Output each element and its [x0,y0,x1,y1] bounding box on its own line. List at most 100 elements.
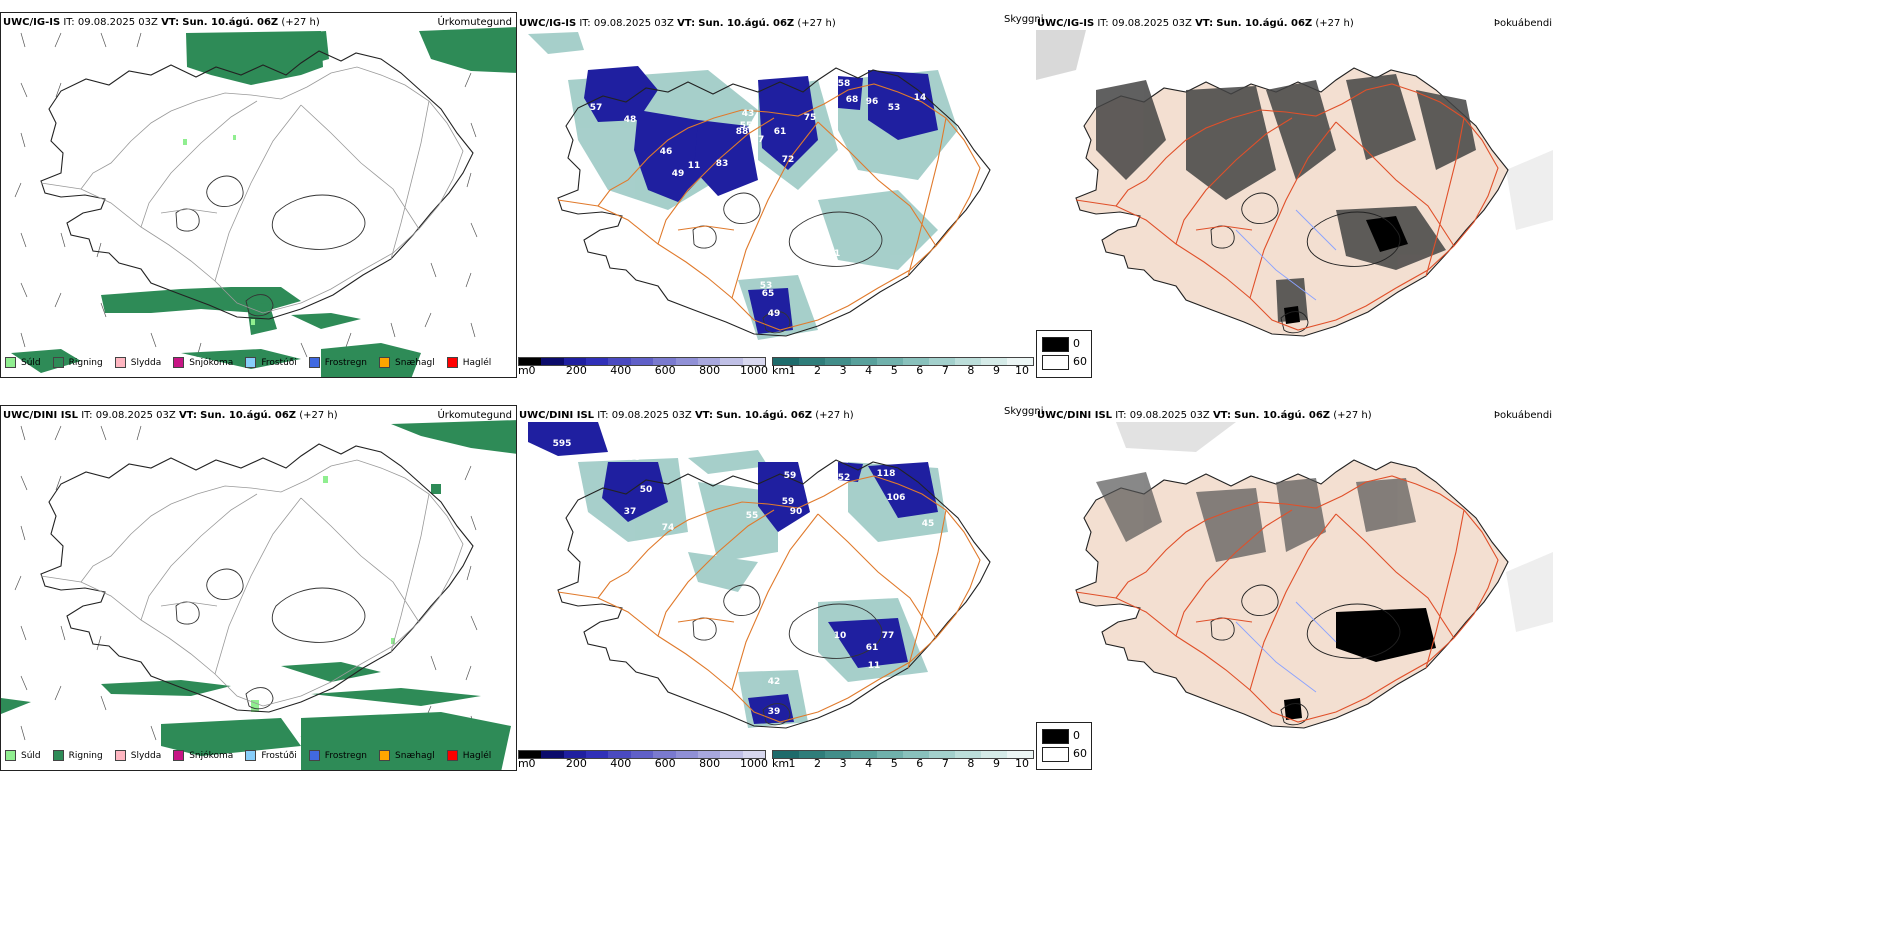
precip-legend-item: Slydda [114,750,161,761]
colorbar-tick: 600 [654,364,676,377]
colorbar-tick: 200 [565,364,587,377]
precip-map-row2 [1,420,516,770]
cloud-base-value: 48 [624,115,637,125]
legend-label: Súld [21,750,41,761]
colorbar-segment [773,358,799,365]
it-value: 09.08.2025 03Z [77,17,158,28]
legend-swatch [114,750,126,761]
vt-label: VT: [1212,410,1231,421]
colorbar-segment [877,751,903,758]
colorbar-tick: 600 [654,757,676,770]
lead-time: (+27 h) [299,410,338,421]
cloud-base-value: 53 [760,281,773,291]
colorbar-tick: 7 [941,757,949,770]
cloud-base-value: 68 [846,95,859,105]
cloud-base-value: 3 [761,219,767,229]
colorbar-segment [742,751,765,758]
cloud-base-value: 96 [866,97,879,107]
cloud-base-value: 59 [784,471,797,481]
colorbar-tick: 3 [839,364,847,377]
lead-time: (+27 h) [797,18,836,29]
colorbar-tick: 1 [788,364,796,377]
colorbar-segment [851,751,877,758]
legend-label: Rigning [68,357,103,368]
cloud-base-value: 10 [834,631,847,641]
fog-panel-row1 [1036,30,1553,350]
cloud-base-value: 11 [828,249,841,259]
vt-value: Sun. 10.ágú. 06Z [716,410,813,421]
cloud-panel-row2: 595 73 68 50 37 74 59 59 90 52 118 106 45 55 10 77 61 11 4… [518,422,1018,742]
colorbar-segment [541,751,564,758]
legend-swatch [379,357,391,368]
legend-swatch [446,750,458,761]
colorbar-segment [929,751,955,758]
colorbar-segment [981,751,1007,758]
cloud-header-row2: UWC/DINI ISL IT: 09.08.2025 03Z VT: Sun.… [519,410,854,422]
legend-label: Haglél [462,750,492,761]
colorbar-segment [1007,358,1033,365]
model-name: UWC/DINI ISL [519,410,595,421]
colorbar-segment [586,751,609,758]
precip-legend-item: Frostúði [245,357,297,368]
lead-time: (+27 h) [815,410,854,421]
model-name: UWC/IG-IS [1037,18,1095,29]
lead-time: (+27 h) [1315,18,1354,29]
colorbar-tick: 1 [788,757,796,770]
colorbar-unit: m [518,364,529,377]
colorbar-tick: 200 [565,757,587,770]
colorbar-segment [851,358,877,365]
fog-legend-swatch [1042,747,1069,762]
colorbar-tick: 800 [699,757,721,770]
cloud-base-value: 68 [628,453,641,463]
colorbar-tick: 10 [1015,757,1029,770]
legend-swatch [5,357,16,368]
legend-label: Snjókoma [189,357,234,368]
colorbar-segment [720,751,743,758]
cloud-base-value: 50 [640,485,653,495]
colorbar-unit: m [518,757,529,770]
colorbar-tick: 1000 [740,757,768,770]
cloud-base-value: 67 [752,135,765,145]
precip-header-row2: UWC/DINI ISL IT: 09.08.2025 03Z VT: Sun.… [3,410,338,422]
it-value: 09.08.2025 03Z [1111,18,1192,29]
legend-label: Frostúði [261,750,297,761]
fog-legend-swatch [1042,337,1069,352]
precip-legend-item: Frostregn [308,357,367,368]
precip-panel-row2: UWC/DINI ISL IT: 09.08.2025 03Z VT: Sun.… [0,405,517,771]
colorbar-segment [903,751,929,758]
legend-label: Súld [21,357,41,368]
colorbar-segment [608,751,631,758]
visibility-title: Skyggni [1004,406,1044,417]
precip-legend-item: Snæhagl [379,357,435,368]
cloud-base-value: 74 [662,523,675,533]
cloud-base-value: 61 [866,643,879,653]
colorbar-tick: 2 [814,364,822,377]
cloud-base-value: 88 [736,127,749,137]
it-label: IT: [579,18,591,29]
cloud-base-value: 53 [888,103,901,113]
precip-map-row1 [11,27,516,377]
cloud-base-value: 75 [804,113,817,123]
colorbar-tick: 6 [916,757,924,770]
precip-legend-item: Haglél [446,357,491,368]
legend-swatch [308,357,320,368]
legend-label: Snæhagl [395,357,435,368]
it-label: IT: [1115,410,1127,421]
precip-legend-item: Frostregn [308,750,367,761]
cloud-base-value: 14 [914,93,927,103]
cloud-panel-row1: 57 48 46 49 11 83 43 55 67 61 72 58 68 96 53 14 31 3 11 53 4… [518,30,1018,350]
fog-legend-label: 0 [1073,337,1080,350]
colorbar-segment [903,358,929,365]
lead-time: (+27 h) [281,17,320,28]
cloud-base-value: 45 [922,519,935,529]
legend-swatch [5,750,16,761]
colorbar-tick: 5 [890,757,898,770]
legend-swatch [379,750,391,761]
precip-legend-item: Snjókoma [173,357,233,368]
colorbar-segment [955,751,981,758]
colorbar-segment [563,358,587,365]
fog-legend-row1: 0 60 [1036,330,1092,378]
cloud-base-value: 73 [626,437,639,447]
colorbar-tick: 4 [865,364,873,377]
